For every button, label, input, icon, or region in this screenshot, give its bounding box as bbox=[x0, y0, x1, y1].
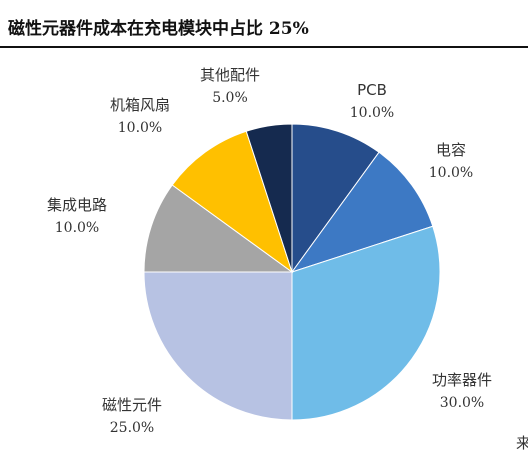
slice-label-5: 机箱风扇 bbox=[110, 96, 170, 114]
slice-label-2: 功率器件 bbox=[432, 371, 492, 389]
chart-title: 磁性元器件成本在充电模块中占比 25% bbox=[8, 19, 309, 39]
pie-slice-2 bbox=[291, 225, 441, 421]
pie-slice-6 bbox=[245, 123, 293, 273]
title-divider bbox=[0, 46, 528, 48]
slice-value-5: 10.0% bbox=[118, 120, 162, 136]
slice-label-4: 集成电路 bbox=[47, 196, 107, 214]
pie-slice-0 bbox=[291, 123, 380, 274]
slice-value-0: 10.0% bbox=[350, 105, 394, 121]
slice-label-0: PCB bbox=[357, 81, 387, 99]
slice-value-3: 25.0% bbox=[110, 420, 154, 436]
slice-value-2: 30.0% bbox=[440, 395, 484, 411]
pie-slice-1 bbox=[290, 151, 434, 273]
slice-value-1: 10.0% bbox=[429, 165, 473, 181]
slice-label-1: 电容 bbox=[436, 141, 466, 159]
slice-label-6: 其他配件 bbox=[200, 66, 260, 84]
slice-value-6: 5.0% bbox=[212, 90, 248, 106]
slice-value-4: 10.0% bbox=[55, 220, 99, 236]
pie-slice-3 bbox=[143, 271, 293, 421]
pie-slice-5 bbox=[171, 130, 293, 274]
cropped-source-text: 来 bbox=[516, 434, 528, 452]
slice-label-3: 磁性元件 bbox=[102, 396, 162, 414]
pie-slice-4 bbox=[143, 184, 294, 273]
